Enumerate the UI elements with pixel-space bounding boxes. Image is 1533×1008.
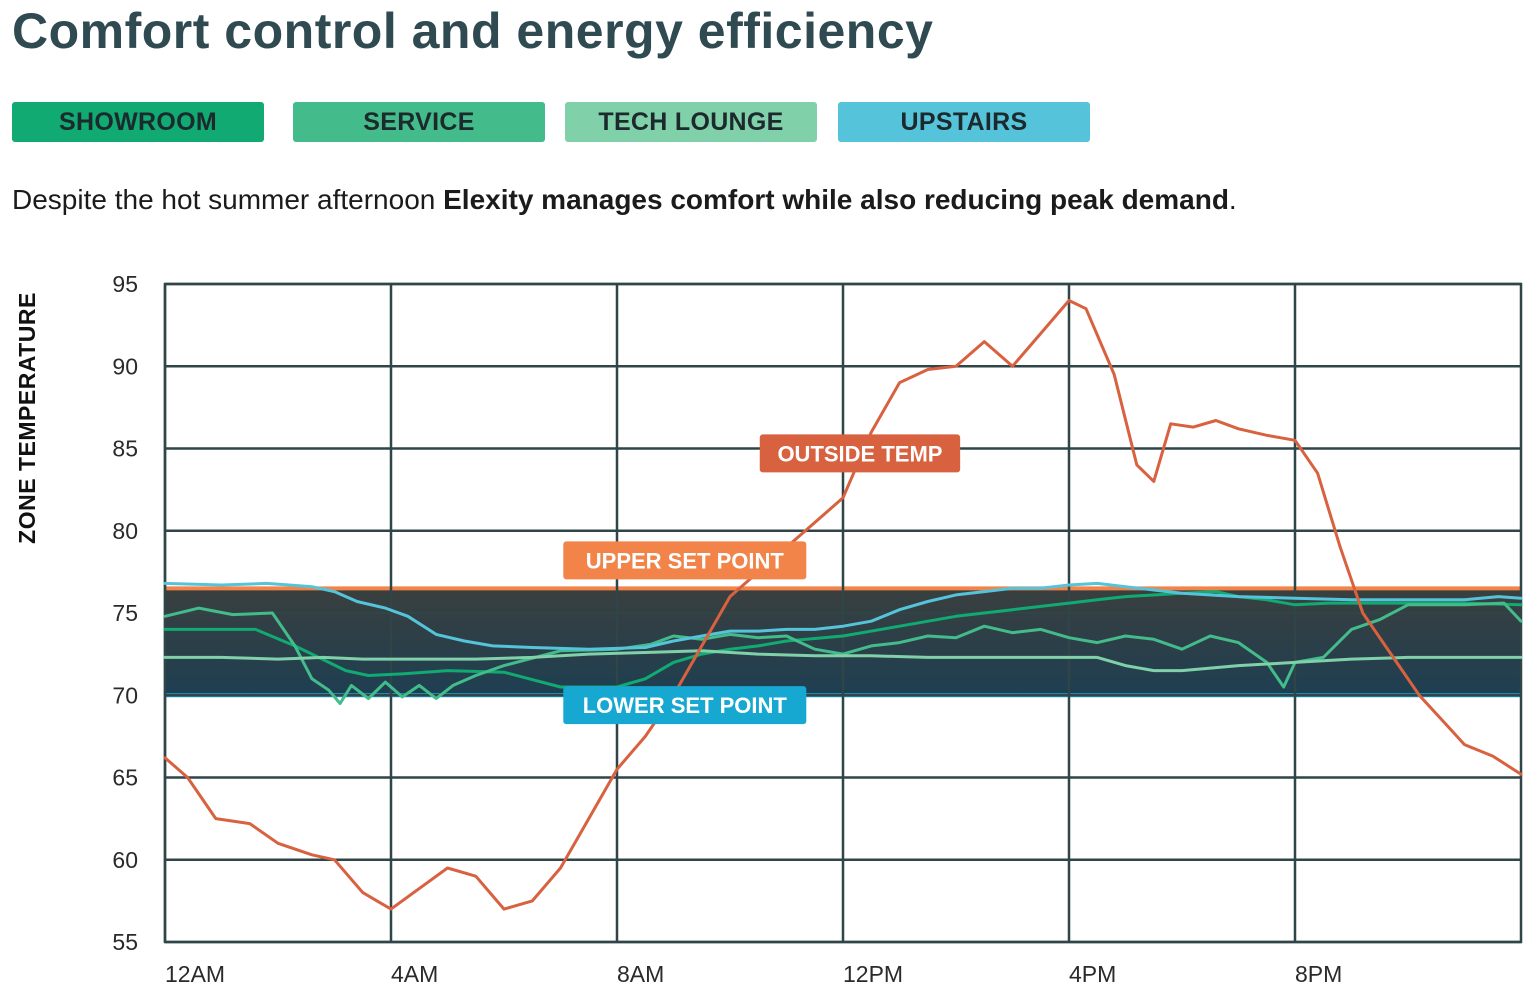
y-tick-label: 70 [112, 682, 138, 708]
y-tick-label: 90 [112, 353, 138, 379]
plot-frame [163, 282, 1523, 944]
x-tick-label: 8PM [1295, 961, 1342, 987]
x-tick-label: 8AM [617, 961, 664, 987]
zone-tab-tech-lounge[interactable]: TECH LOUNGE [565, 102, 817, 142]
lower-set-point-label: LOWER SET POINT [583, 693, 788, 718]
subtitle: Despite the hot summer afternoon Elexity… [12, 184, 1237, 216]
zone-tab-upstairs[interactable]: UPSTAIRS [838, 102, 1090, 142]
lower-set-point-label-box [563, 686, 807, 725]
subtitle-emphasis: Elexity manages comfort while also reduc… [443, 184, 1229, 215]
zone-tab-showroom[interactable]: SHOWROOM [12, 102, 264, 142]
y-axis-title: ZONE TEMPERATURE [14, 292, 40, 544]
x-tick-label: 12PM [843, 961, 903, 987]
upper-set-point-label-box [563, 541, 807, 580]
series-line-upstairs [163, 581, 1523, 651]
y-tick-label: 60 [112, 847, 138, 873]
y-tick-label: 65 [112, 765, 138, 791]
subtitle-end: . [1228, 184, 1237, 215]
outside-temp-label: OUTSIDE TEMP [777, 441, 942, 466]
series-line-tech-lounge [163, 649, 1523, 673]
y-tick-label: 75 [112, 600, 138, 626]
zone-tab-service[interactable]: SERVICE [293, 102, 545, 142]
outside-temp-label-box [759, 434, 961, 473]
zone-tab-label: SERVICE [363, 107, 475, 136]
subtitle-lead: Despite the hot summer afternoon [12, 184, 444, 215]
series-line-showroom [163, 590, 1523, 689]
upper-set-point-label: UPPER SET POINT [586, 548, 785, 573]
x-tick-label: 4AM [391, 961, 438, 987]
y-tick-label: 95 [112, 271, 138, 297]
temperature-chart: OUTSIDE TEMP UPPER SET POINT LOWER SET POI… [14, 271, 1523, 987]
series-line-service [163, 601, 1523, 705]
page-title: Comfort control and energy efficiency [12, 3, 934, 59]
y-tick-label: 80 [112, 518, 138, 544]
y-tick-label: 85 [112, 436, 138, 462]
x-tick-label: 4PM [1069, 961, 1116, 987]
zone-tab-label: SHOWROOM [59, 107, 217, 136]
zone-tab-label: UPSTAIRS [900, 107, 1028, 136]
x-tick-label: 12AM [165, 961, 225, 987]
zone-tab-label: TECH LOUNGE [598, 107, 784, 136]
series-line-outside-temp [163, 299, 1523, 911]
y-tick-label: 55 [112, 929, 138, 955]
